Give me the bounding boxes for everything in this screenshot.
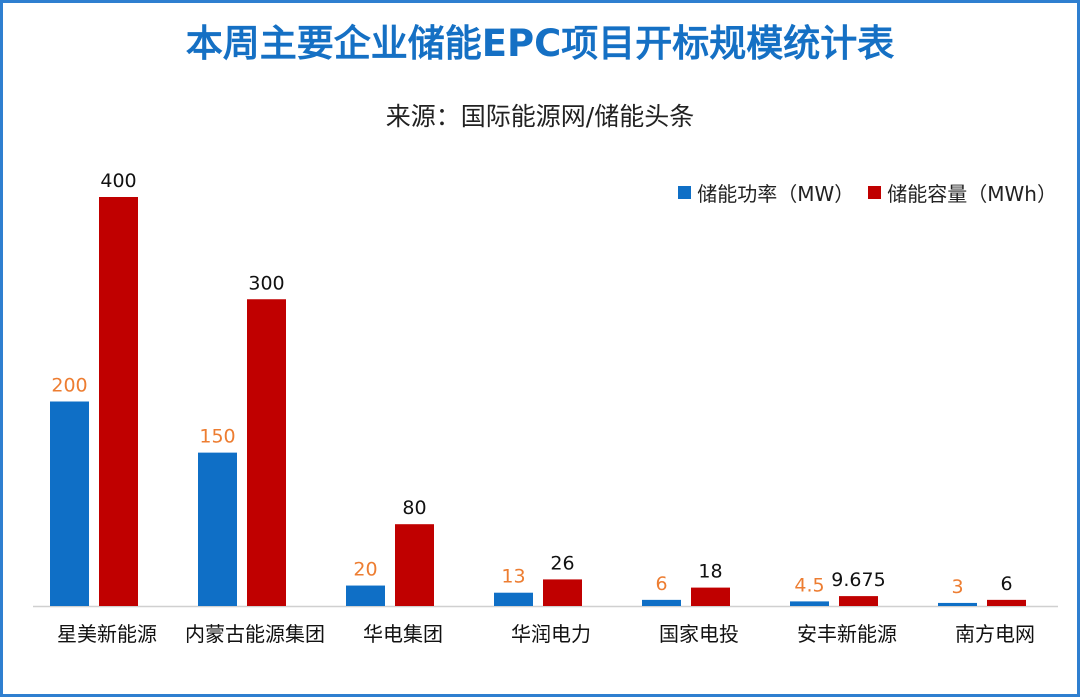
data-label-capacity-3: 26 [550,552,574,574]
bar-power-1 [198,452,237,606]
chart-title: 本周主要企业储能EPC项目开标规模统计表 [185,22,895,65]
data-label-power-4: 6 [655,573,667,595]
legend-label-capacity: 储能容量（MWh） [887,182,1057,206]
data-label-capacity-0: 400 [100,170,136,192]
chart-subtitle: 来源：国际能源网/储能头条 [385,102,695,131]
bar-capacity-6 [987,599,1026,606]
legend-item-capacity: 储能容量（MWh） [868,178,1057,207]
data-label-power-5: 4.5 [794,574,824,596]
data-label-power-2: 20 [353,559,377,581]
data-label-capacity-1: 300 [248,272,284,294]
legend-label-power: 储能功率（MW） [697,182,855,206]
bar-capacity-0 [99,197,138,606]
legend: 储能功率（MW） 储能容量（MWh） [664,178,1057,207]
bar-power-2 [346,585,385,606]
legend-item-power: 储能功率（MW） [678,178,854,207]
x-tick-label-5: 安丰新能源 [797,622,897,646]
data-label-power-3: 13 [501,566,525,588]
x-tick-label-6: 南方电网 [955,622,1035,646]
data-label-capacity-6: 6 [1000,573,1012,595]
bar-power-5 [790,601,829,606]
data-label-power-6: 3 [951,576,963,598]
x-tick-label-2: 华电集团 [363,622,443,646]
x-tick-label-4: 国家电投 [659,622,739,646]
bar-power-0 [50,401,89,606]
bar-capacity-2 [395,524,434,606]
x-tick-label-3: 华润电力 [511,622,591,646]
data-label-power-0: 200 [51,375,87,397]
x-tick-label-1: 内蒙古能源集团 [185,622,325,646]
bar-capacity-4 [691,587,730,606]
data-label-capacity-4: 18 [698,561,722,583]
bar-chart: 200 400 星美新能源 150 300 内蒙古能源集团 20 80 华电集团 13 26 华润电力… [33,170,1058,646]
x-tick-label-0: 星美新能源 [57,622,157,646]
data-label-capacity-2: 80 [402,497,426,519]
legend-swatch-power [678,186,692,199]
bar-power-3 [494,592,533,606]
bar-capacity-1 [247,299,286,606]
legend-swatch-capacity [868,186,882,199]
data-label-capacity-5: 9.675 [831,569,885,591]
bar-capacity-5 [839,596,878,606]
data-label-power-1: 150 [199,426,235,448]
bar-power-4 [642,599,681,606]
bar-power-6 [938,602,977,606]
bar-capacity-3 [543,579,582,606]
